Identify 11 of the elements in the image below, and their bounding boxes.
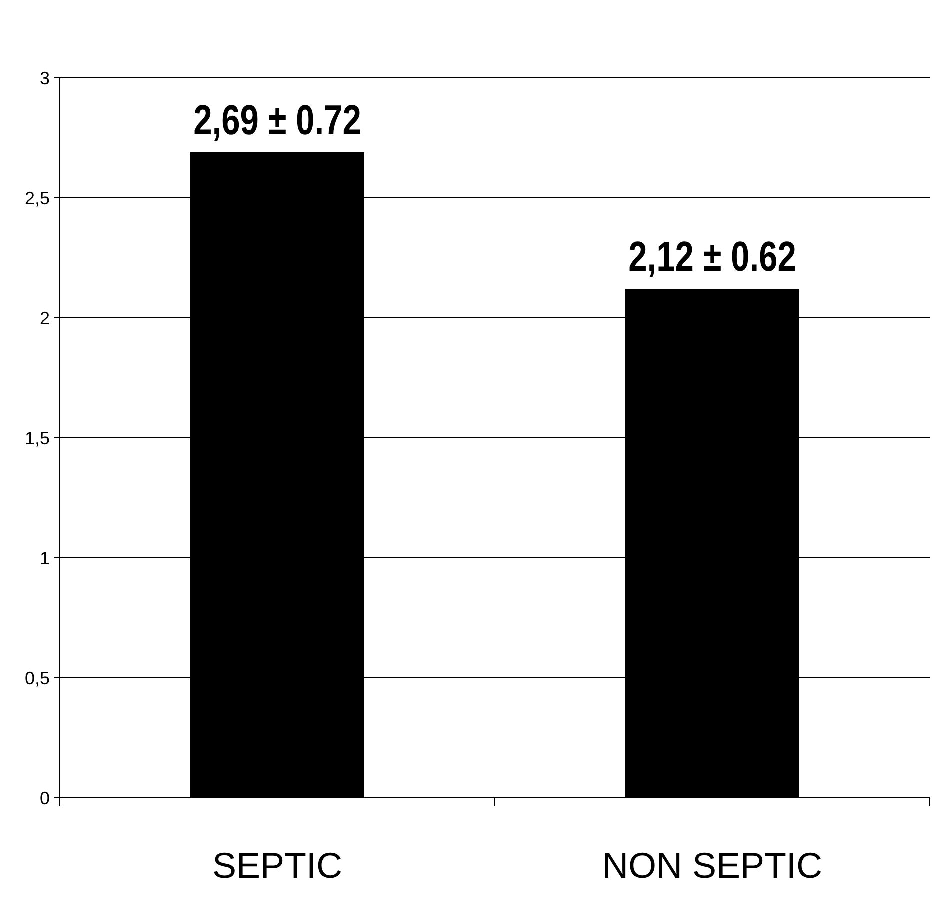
y-tick-label: 1,5 (24, 428, 50, 448)
y-tick-label: 0 (40, 788, 50, 808)
y-tick-label: 1 (40, 548, 50, 568)
y-tick-label: 2 (40, 308, 50, 328)
y-tick-label: 2,5 (24, 188, 50, 208)
x-tick-label: NON SEPTIC (602, 845, 823, 886)
data-label: 2,69 ± 0.72 (194, 98, 362, 144)
y-tick-label: 0,5 (24, 668, 50, 688)
y-tick-label: 3 (40, 68, 50, 88)
x-tick-label: SEPTIC (212, 845, 343, 886)
data-label: 2,12 ± 0.62 (628, 234, 796, 282)
